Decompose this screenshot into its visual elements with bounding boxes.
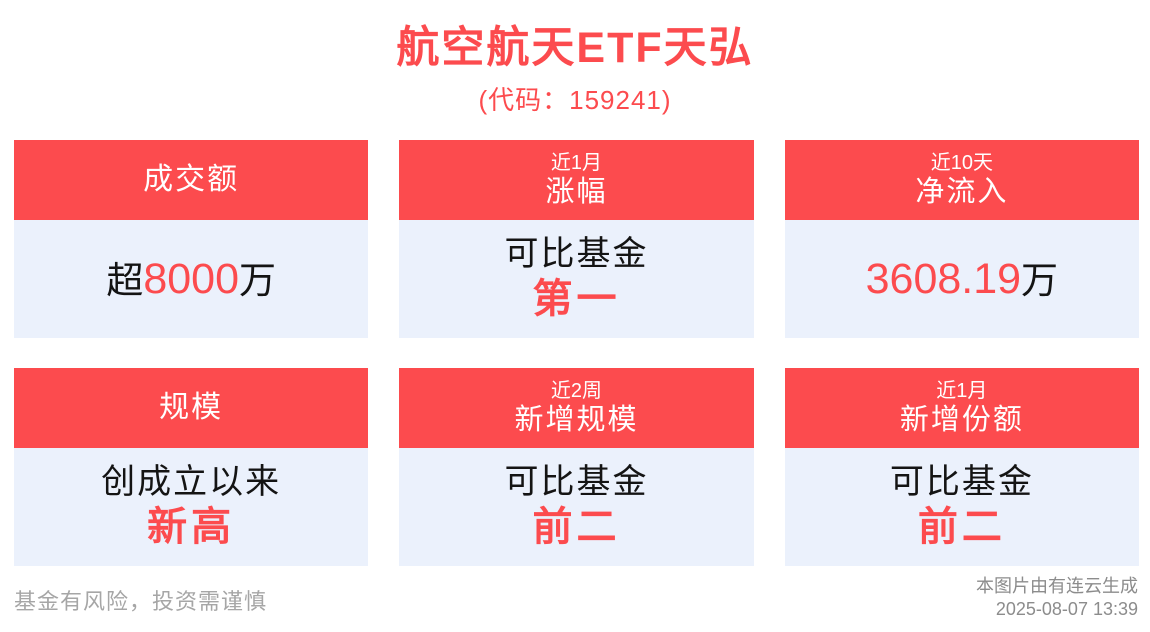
page-title: 航空航天ETF天弘 — [396, 24, 754, 72]
new-shares-1m-body-line1: 可比基金 — [889, 463, 1034, 502]
card-turnover-body: 超8000万 — [14, 220, 369, 338]
card-new-scale-2w-period-label: 近2周 — [550, 379, 603, 402]
card-turnover-value-line: 超8000万 — [106, 254, 276, 305]
new-scale-2w-body-line2: 前二 — [532, 505, 621, 550]
card-new-shares-1m: 近1月 新增份额 可比基金 前二 — [784, 368, 1139, 566]
card-gain-1m-period-label: 近1月 — [550, 151, 603, 174]
card-turnover: 成交额 超8000万 — [14, 140, 369, 338]
card-net-inflow-10d-body: 3608.19万 — [784, 220, 1139, 338]
card-scale: 规模 创成立以来 新高 — [14, 368, 369, 566]
scale-body-line2: 新高 — [147, 505, 236, 550]
new-shares-1m-body-line2: 前二 — [917, 505, 1006, 550]
gain-1m-body-line1: 可比基金 — [504, 235, 649, 274]
card-gain-1m-header-label: 涨幅 — [545, 175, 608, 208]
card-new-scale-2w-header: 近2周 新增规模 — [399, 368, 754, 448]
risk-disclaimer: 基金有风险，投资需谨慎 — [14, 589, 268, 614]
credit-block: 本图片由有连云生成 2025-08-07 13:39 — [976, 575, 1138, 620]
card-scale-header: 规模 — [14, 368, 369, 448]
stats-grid: 成交额 超8000万 近1月 涨幅 可比基金 第一 近10天 净流入 — [14, 140, 1139, 566]
card-new-scale-2w: 近2周 新增规模 可比基金 前二 — [399, 368, 754, 566]
card-net-inflow-10d: 近10天 净流入 3608.19万 — [784, 140, 1139, 338]
turnover-value-suffix: 万 — [239, 259, 276, 301]
card-new-scale-2w-body: 可比基金 前二 — [399, 448, 754, 566]
card-scale-body: 创成立以来 新高 — [14, 448, 369, 566]
generation-timestamp: 2025-08-07 13:39 — [995, 598, 1138, 619]
card-gain-1m-header: 近1月 涨幅 — [399, 140, 754, 220]
generator-credit: 本图片由有连云生成 — [976, 576, 1138, 596]
card-turnover-header-label: 成交额 — [143, 163, 240, 196]
net-inflow-value: 3608.19 — [865, 254, 1022, 303]
card-gain-1m-body: 可比基金 第一 — [399, 220, 754, 338]
card-gain-1m: 近1月 涨幅 可比基金 第一 — [399, 140, 754, 338]
card-scale-header-label: 规模 — [159, 391, 224, 424]
card-new-scale-2w-header-label: 新增规模 — [514, 403, 639, 436]
net-inflow-value-line: 3608.19万 — [866, 254, 1058, 305]
card-net-inflow-10d-header-label: 净流入 — [915, 175, 1009, 208]
card-new-shares-1m-header-label: 新增份额 — [899, 403, 1024, 436]
card-new-shares-1m-body: 可比基金 前二 — [784, 448, 1139, 566]
title-block: 航空航天ETF天弘 (代码：159241) — [0, 24, 1150, 117]
net-inflow-value-suffix: 万 — [1021, 259, 1059, 301]
scale-body-line1: 创成立以来 — [101, 463, 282, 502]
gain-1m-body-line2: 第一 — [532, 277, 621, 322]
turnover-value: 8000 — [143, 254, 239, 303]
turnover-value-prefix: 超 — [106, 259, 144, 301]
card-new-shares-1m-header: 近1月 新增份额 — [784, 368, 1139, 448]
card-new-shares-1m-period-label: 近1月 — [936, 379, 988, 402]
new-scale-2w-body-line1: 可比基金 — [504, 463, 649, 502]
card-net-inflow-10d-header: 近10天 净流入 — [784, 140, 1139, 220]
card-turnover-header: 成交额 — [14, 140, 369, 220]
card-net-inflow-10d-period-label: 近10天 — [930, 151, 993, 174]
fund-code: (代码：159241) — [478, 85, 672, 116]
